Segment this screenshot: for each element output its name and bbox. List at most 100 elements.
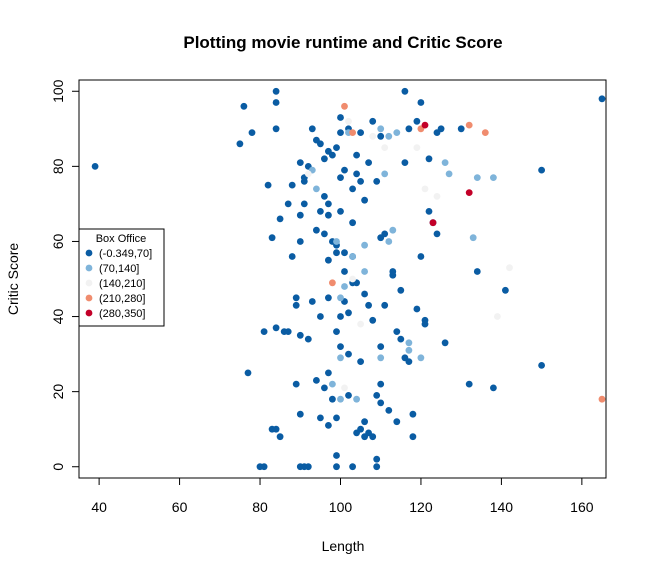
data-point — [469, 234, 477, 242]
data-point — [272, 99, 280, 106]
legend-swatch — [85, 309, 93, 317]
data-point — [377, 380, 385, 388]
data-point — [397, 286, 405, 294]
data-point — [349, 275, 356, 283]
data-point — [325, 256, 332, 264]
data-point — [337, 294, 344, 302]
data-point — [433, 193, 441, 200]
data-point — [361, 268, 368, 275]
data-point — [377, 125, 385, 133]
data-point — [445, 170, 453, 178]
x-tick-label: 140 — [490, 499, 514, 515]
data-point — [373, 392, 381, 399]
data-point — [506, 264, 513, 272]
legend-label: (280,350] — [99, 308, 145, 320]
y-axis: 0 20 40 60 80 100 — [50, 79, 80, 471]
data-point — [413, 305, 421, 313]
data-point — [441, 339, 449, 347]
data-point — [357, 320, 364, 328]
data-point — [373, 455, 381, 463]
legend-swatch — [85, 294, 93, 302]
data-point — [337, 395, 344, 403]
data-point — [441, 159, 449, 167]
y-tick-label: 20 — [50, 384, 66, 400]
data-point — [272, 87, 280, 95]
data-point — [421, 320, 429, 328]
data-point — [421, 121, 429, 129]
data-point — [385, 132, 393, 140]
data-point — [317, 140, 324, 148]
data-point — [296, 410, 304, 418]
data-point — [433, 230, 441, 238]
data-point — [341, 384, 348, 392]
data-point — [240, 102, 248, 110]
data-point — [389, 226, 397, 234]
data-point — [325, 294, 332, 302]
data-points — [91, 87, 606, 471]
data-point — [333, 238, 340, 245]
data-point — [377, 343, 385, 350]
x-tick-label: 40 — [91, 499, 107, 515]
legend-title: Box Office — [96, 233, 147, 245]
data-point — [425, 155, 433, 163]
data-point — [473, 174, 481, 182]
data-point — [272, 324, 280, 332]
data-point — [321, 384, 328, 392]
data-point — [377, 399, 385, 407]
data-point — [409, 410, 417, 418]
data-point — [272, 425, 280, 433]
y-tick-label: 80 — [50, 158, 66, 174]
data-point — [304, 170, 312, 178]
data-point — [417, 253, 425, 260]
data-point — [349, 185, 356, 193]
data-point — [381, 301, 389, 309]
data-point — [264, 181, 272, 189]
data-point — [333, 249, 340, 257]
x-axis-label: Length — [322, 538, 365, 554]
data-point — [333, 414, 340, 422]
data-point — [349, 253, 356, 260]
data-point — [473, 268, 481, 275]
data-point — [244, 369, 252, 377]
data-point — [365, 301, 372, 309]
data-point — [361, 418, 368, 426]
data-point — [369, 132, 377, 140]
data-point — [341, 249, 348, 257]
data-point — [389, 268, 397, 275]
data-point — [288, 253, 296, 260]
y-tick-label: 100 — [50, 79, 66, 103]
data-point — [284, 200, 292, 208]
data-point — [349, 463, 356, 471]
data-point — [405, 346, 413, 354]
data-point — [292, 294, 300, 302]
x-tick-label: 60 — [172, 499, 188, 515]
data-point — [369, 316, 377, 324]
data-point — [341, 102, 348, 110]
legend-label: (70,140] — [99, 263, 139, 275]
data-point — [317, 208, 324, 215]
data-point — [405, 339, 413, 347]
data-point — [465, 189, 473, 197]
y-axis-label: Critic Score — [5, 243, 21, 316]
data-point — [345, 392, 352, 399]
chart-title: Plotting movie runtime and Critic Score — [183, 33, 502, 52]
data-point — [341, 166, 348, 174]
data-point — [425, 208, 433, 215]
data-point — [409, 433, 417, 441]
data-point — [276, 433, 284, 441]
data-point — [401, 159, 409, 167]
y-tick-label: 0 — [50, 463, 66, 471]
data-point — [417, 99, 425, 106]
data-point — [292, 301, 300, 309]
data-point — [325, 422, 332, 429]
data-point — [329, 380, 336, 388]
data-point — [345, 117, 352, 125]
data-point — [337, 174, 344, 182]
legend-label: (140,210] — [99, 278, 145, 290]
data-point — [465, 380, 473, 388]
data-point — [333, 328, 340, 335]
data-point — [393, 418, 401, 426]
data-point — [421, 185, 429, 193]
data-point — [385, 407, 393, 414]
data-point — [313, 226, 320, 234]
